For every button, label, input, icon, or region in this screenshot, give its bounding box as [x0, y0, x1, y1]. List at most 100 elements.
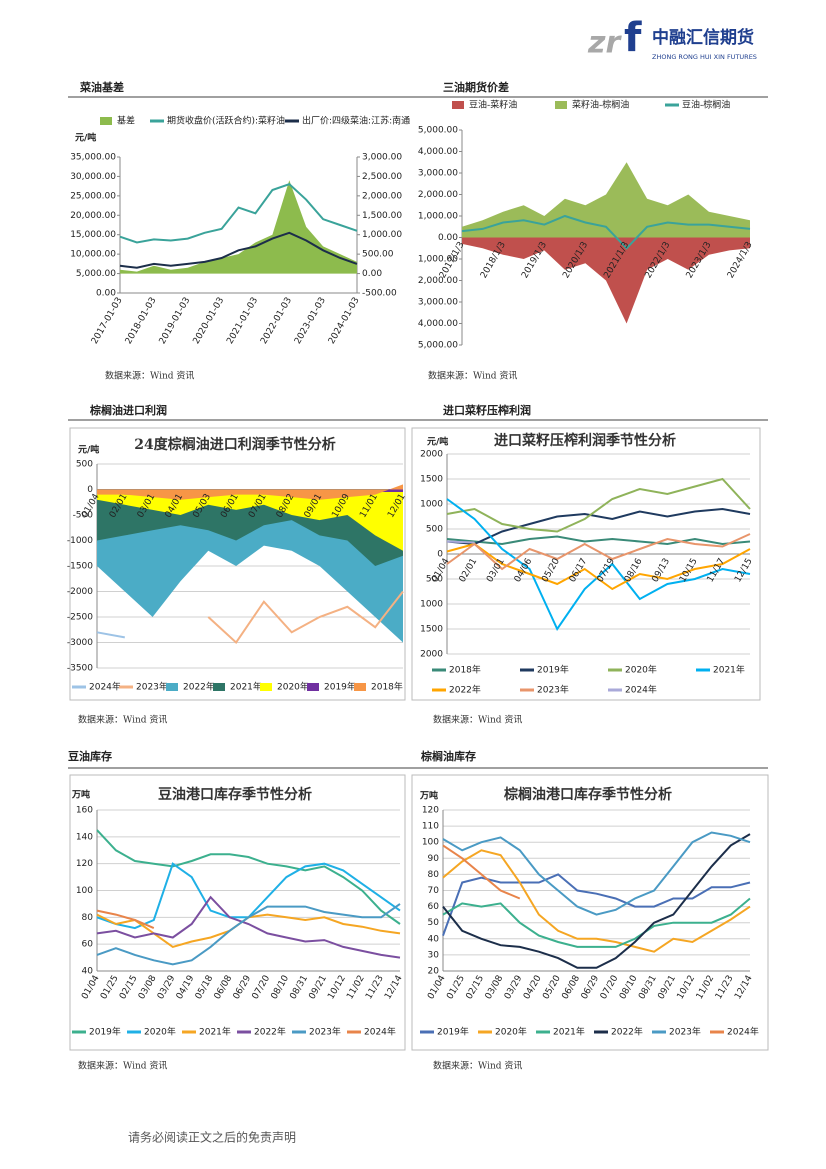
- x-tick-label: 2022-01-03: [259, 296, 294, 346]
- legend-swatch: [555, 101, 567, 109]
- legend-label: 2024年: [364, 1026, 396, 1038]
- legend-label: 2023年: [136, 681, 168, 693]
- y-axis-label: 万吨: [71, 789, 90, 801]
- chart: 元/吨 0.00 5,000.00 10,000.00 15,000.00 20,000.…: [70, 115, 410, 347]
- legend-label: 2020年: [277, 681, 309, 693]
- source-note: 数据来源：Wind 资讯: [428, 370, 517, 382]
- line: [442, 897, 751, 948]
- legend-swatch: [452, 101, 464, 109]
- legend-label: 2022年: [254, 1026, 286, 1038]
- y2-tick-label: 1,500.00: [362, 211, 402, 221]
- legend-swatch: [166, 683, 178, 691]
- y-tick-label: 20,000.00: [70, 211, 116, 221]
- y-tick-label: 100: [76, 886, 93, 896]
- y-tick-label: 5,000.00: [418, 126, 458, 136]
- legend-label: 2020年: [144, 1026, 176, 1038]
- y-tick-label: 3,000.00: [418, 298, 458, 308]
- y-tick-label: 90: [428, 854, 440, 864]
- line: [96, 631, 125, 639]
- y-tick-label: 5,000.00: [418, 341, 458, 351]
- x-tick-label: 2024-01-03: [327, 296, 362, 346]
- y-tick-label: 1,000.00: [418, 255, 458, 265]
- section-title: 棕榈油进口利润: [89, 403, 167, 417]
- legend-label: 2024年: [727, 1026, 759, 1038]
- line: [442, 831, 751, 916]
- y-tick-label: 80: [428, 870, 440, 880]
- y-axis-label: 元/吨: [78, 444, 99, 456]
- line: [446, 498, 751, 632]
- line: [446, 540, 475, 544]
- line: [96, 903, 401, 966]
- legend-label: 2019年: [89, 1026, 121, 1038]
- chart: 24度棕榈油进口利润季节性分析 元/吨 -3500 -3000 -2500 -2000 -1…: [67, 427, 408, 701]
- y-tick-label: 0: [437, 550, 443, 560]
- legend-swatch: [213, 683, 225, 691]
- logo: zr f: [587, 15, 642, 61]
- legend-label: 2019年: [437, 1026, 469, 1038]
- y-tick-label: -500: [73, 511, 94, 521]
- legend-label: 2022年: [449, 684, 481, 696]
- y-tick-label: 40: [428, 934, 440, 944]
- legend-label: 2021年: [230, 681, 262, 693]
- source-note: 数据来源：Wind 资讯: [433, 714, 522, 726]
- legend-label: 2024年: [89, 681, 121, 693]
- y-tick-label: 80: [82, 913, 94, 923]
- logo-mark-f: f: [624, 15, 642, 61]
- legend-label: 2018年: [449, 664, 481, 676]
- y-tick-label: 2,000.00: [418, 190, 458, 200]
- y2-tick-label: -500.00: [362, 289, 397, 299]
- line: [207, 590, 404, 645]
- y-tick-label: 120: [76, 859, 93, 869]
- y2-tick-label: 3,000.00: [362, 153, 402, 163]
- line: [446, 507, 751, 546]
- line: [442, 844, 521, 900]
- line: [446, 533, 751, 571]
- chart-title: 24度棕榈油进口利润季节性分析: [134, 436, 335, 453]
- line: [96, 829, 401, 925]
- x-tick-label: 2017-01-03: [90, 296, 125, 346]
- y-tick-label: 0.00: [96, 289, 116, 299]
- area: [120, 180, 357, 274]
- chart-title: 进口菜籽压榨利润季节性分析: [494, 432, 676, 449]
- legend-label: 2021年: [553, 1026, 585, 1038]
- line: [442, 833, 751, 969]
- line: [446, 542, 751, 591]
- y-tick-label: 4,000.00: [418, 319, 458, 329]
- y-tick-label: 5,000.00: [76, 269, 116, 279]
- section-title: 豆油库存: [68, 749, 112, 763]
- section-title: 三油期货价差: [443, 80, 509, 94]
- line: [446, 477, 751, 533]
- x-tick-label: 2023-01-03: [293, 296, 328, 346]
- source-note: 数据来源：Wind 资讯: [433, 1060, 522, 1072]
- legend-label: 豆油-菜籽油: [469, 99, 517, 111]
- line: [96, 909, 155, 930]
- section-title: 棕榈油库存: [420, 749, 476, 763]
- disclaimer: 请务必阅读正文之后的免责声明: [128, 1130, 296, 1145]
- chart-title: 棕榈油港口库存季节性分析: [503, 786, 672, 803]
- y-tick-label: 30,000.00: [70, 172, 116, 182]
- area: [97, 489, 403, 551]
- y-tick-label: 1,000.00: [418, 212, 458, 222]
- legend-label: 2021年: [713, 664, 745, 676]
- chart-frame: [69, 774, 406, 1051]
- y-tick-label: -2500: [67, 613, 93, 623]
- legend-swatch: [354, 683, 366, 691]
- y2-tick-label: 2,500.00: [362, 172, 402, 182]
- y-tick-label: -3000: [67, 638, 93, 648]
- chart: 棕榈油港口库存季节性分析万吨20304050607080901001101200…: [411, 774, 769, 1051]
- chart-title: 豆油港口库存季节性分析: [158, 786, 312, 803]
- y2-tick-label: 2,000.00: [362, 191, 402, 201]
- y-tick-label: 1000: [420, 600, 443, 610]
- y-tick-label: 50: [428, 918, 440, 928]
- section-title: 菜油基差: [79, 80, 124, 94]
- source-note: 数据来源：Wind 资讯: [78, 1060, 167, 1072]
- x-tick-label: 2021-01-03: [225, 296, 260, 346]
- x-tick-label: 2018-01-03: [124, 296, 159, 346]
- y-tick-label: 1000: [420, 500, 443, 510]
- y-tick-label: 500: [426, 575, 443, 585]
- chart-frame: [411, 427, 761, 701]
- y-tick-label: 15,000.00: [70, 230, 116, 240]
- legend-swatch: [100, 117, 112, 125]
